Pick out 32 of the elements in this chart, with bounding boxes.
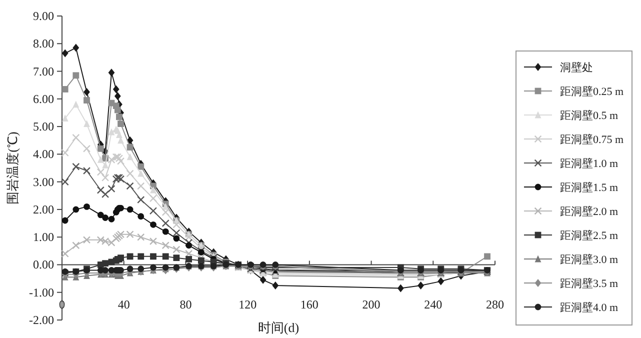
x-tick-label: 80 xyxy=(180,297,192,312)
legend-label: 距洞壁3.0 m xyxy=(560,253,618,266)
y-tick-label: 7.00 xyxy=(33,64,54,78)
legend-label: 洞壁处 xyxy=(560,61,593,74)
legend-label: 距洞壁2.5 m xyxy=(560,229,618,242)
y-axis-title: 围岩温度(℃) xyxy=(5,132,20,204)
y-tick-label: 6.00 xyxy=(33,92,54,106)
y-tick-label: -2.00 xyxy=(29,313,54,327)
y-tick-label: 2.00 xyxy=(33,202,54,216)
legend-label: 距洞壁2.0 m xyxy=(560,205,618,218)
y-tick-label: 0.00 xyxy=(33,258,54,272)
x-tick-label: 200 xyxy=(362,297,380,312)
x-tick-label: 160 xyxy=(300,297,318,312)
legend-label: 距洞壁4.0 m xyxy=(560,301,618,314)
y-tick-label: 5.00 xyxy=(33,120,54,134)
y-tick-label: 8.00 xyxy=(33,36,54,51)
x-tick-label: 40 xyxy=(118,297,130,312)
legend-label: 距洞壁0.25 m xyxy=(560,85,624,98)
legend-label: 距洞壁1.5 m xyxy=(560,181,618,194)
x-tick-label: 120 xyxy=(238,297,257,312)
x-tick-label: 240 xyxy=(424,297,442,312)
legend-label: 距洞壁3.5 m xyxy=(560,277,618,290)
y-tick-label: 9.00 xyxy=(33,9,54,23)
y-tick-label: 1.00 xyxy=(33,230,54,244)
x-tick-label: 280 xyxy=(486,297,504,312)
x-axis-title: 时间(d) xyxy=(258,320,300,335)
legend-label: 距洞壁1.0 m xyxy=(560,157,618,170)
legend-label: 距洞壁0.75 m xyxy=(560,133,624,146)
y-tick-label: 4.00 xyxy=(33,147,54,162)
legend-label: 距洞壁0.5 m xyxy=(560,109,618,122)
y-tick-label: 3.00 xyxy=(33,174,54,189)
y-tick-label: -1.00 xyxy=(29,285,54,300)
